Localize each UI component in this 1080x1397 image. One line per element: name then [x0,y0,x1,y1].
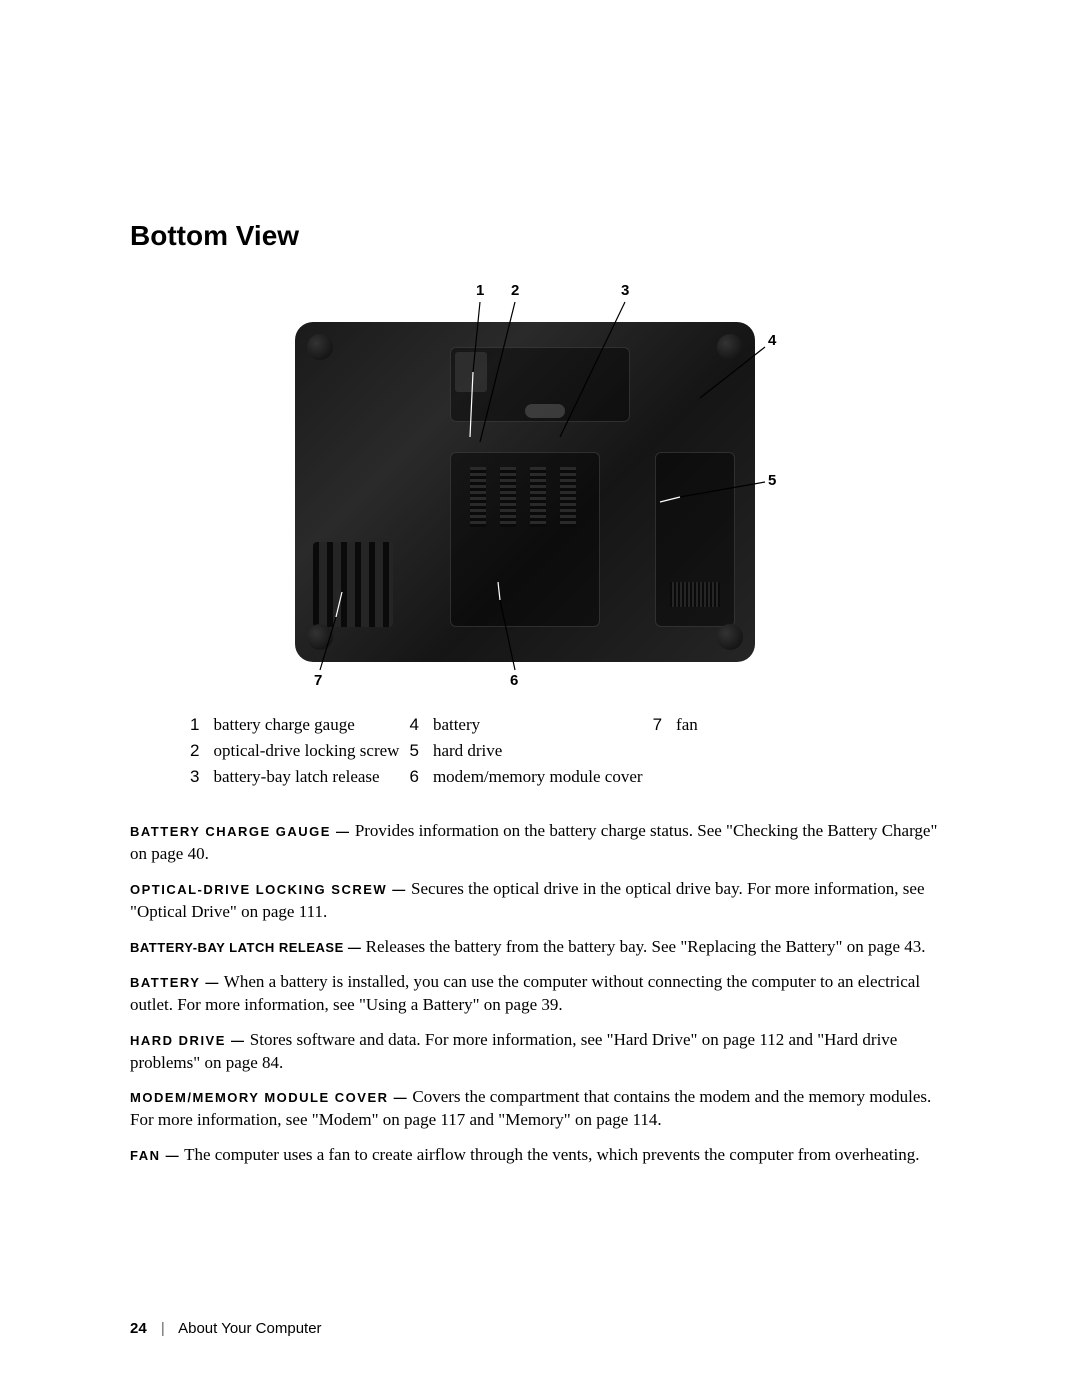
vent-slot [530,467,546,527]
desc-label: BATTERY-BAY LATCH RELEASE — [130,940,361,955]
rubber-foot [717,334,743,360]
desc-text: Stores software and data. For more infor… [130,1030,897,1072]
rubber-foot [717,624,743,650]
callout-3: 3 [621,282,629,299]
table-row: 2 optical-drive locking screw 5 hard dri… [190,738,708,764]
legend-num: 3 [190,764,213,790]
desc-text: Releases the battery from the battery ba… [361,937,925,956]
desc-battery-bay-latch-release: BATTERY-BAY LATCH RELEASE — Releases the… [130,936,950,959]
desc-label: BATTERY CHARGE GAUGE — [130,824,351,839]
desc-label: HARD DRIVE — [130,1033,246,1048]
callout-2: 2 [511,282,519,299]
desc-label: FAN — [130,1148,180,1163]
callout-1: 1 [476,282,484,299]
desc-optical-drive-locking-screw: OPTICAL-DRIVE LOCKING SCREW — Secures th… [130,878,950,924]
callout-5: 5 [768,472,776,489]
battery-latch [525,404,565,418]
legend-num: 2 [190,738,213,764]
legend-label: battery charge gauge [213,712,409,738]
legend-label: fan [676,712,708,738]
legend-num: 6 [409,764,432,790]
desc-battery: BATTERY — When a battery is installed, y… [130,971,950,1017]
desc-label: MODEM/MEMORY MODULE COVER — [130,1090,408,1105]
footer-separator: | [161,1320,165,1337]
desc-text: When a battery is installed, you can use… [130,972,920,1014]
vent-slot [560,467,576,527]
section-heading: Bottom View [130,220,950,252]
callout-7: 7 [314,672,322,689]
legend-num: 4 [409,712,432,738]
desc-fan: FAN — The computer uses a fan to create … [130,1144,950,1167]
fan-vents [313,542,393,627]
legend-label: hard drive [433,738,653,764]
legend-label: modem/memory module cover [433,764,653,790]
legend-label: battery-bay latch release [213,764,409,790]
desc-label: BATTERY — [130,975,220,990]
page-footer: 24 | About Your Computer [130,1320,322,1337]
side-vent [670,582,720,607]
laptop-bottom-chassis [295,322,755,662]
legend-table: 1 battery charge gauge 4 battery 7 fan 2… [190,712,708,790]
desc-label: OPTICAL-DRIVE LOCKING SCREW — [130,882,407,897]
rubber-foot [307,334,333,360]
desc-modem-memory-cover: MODEM/MEMORY MODULE COVER — Covers the c… [130,1086,950,1132]
descriptions-block: BATTERY CHARGE GAUGE — Provides informat… [130,820,950,1167]
table-row: 3 battery-bay latch release 6 modem/memo… [190,764,708,790]
section-name: About Your Computer [178,1320,321,1337]
vent-slot [500,467,516,527]
desc-battery-charge-gauge: BATTERY CHARGE GAUGE — Provides informat… [130,820,950,866]
legend-num: 7 [653,712,676,738]
desc-text: The computer uses a fan to create airflo… [180,1145,919,1164]
rubber-foot [307,624,333,650]
callout-6: 6 [510,672,518,689]
vent-slot [470,467,486,527]
callout-4: 4 [768,332,776,349]
legend-num: 5 [409,738,432,764]
bottom-view-diagram: 1 2 3 4 5 6 7 [180,282,900,692]
desc-hard-drive: HARD DRIVE — Stores software and data. F… [130,1029,950,1075]
page-number: 24 [130,1320,147,1337]
legend-num: 1 [190,712,213,738]
table-row: 1 battery charge gauge 4 battery 7 fan [190,712,708,738]
legend-label: optical-drive locking screw [213,738,409,764]
charge-gauge-zone [455,352,487,392]
legend-label: battery [433,712,653,738]
